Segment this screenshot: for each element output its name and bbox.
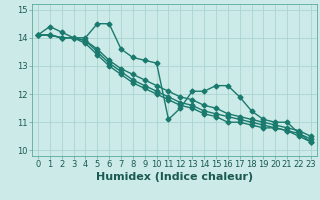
X-axis label: Humidex (Indice chaleur): Humidex (Indice chaleur)	[96, 172, 253, 182]
